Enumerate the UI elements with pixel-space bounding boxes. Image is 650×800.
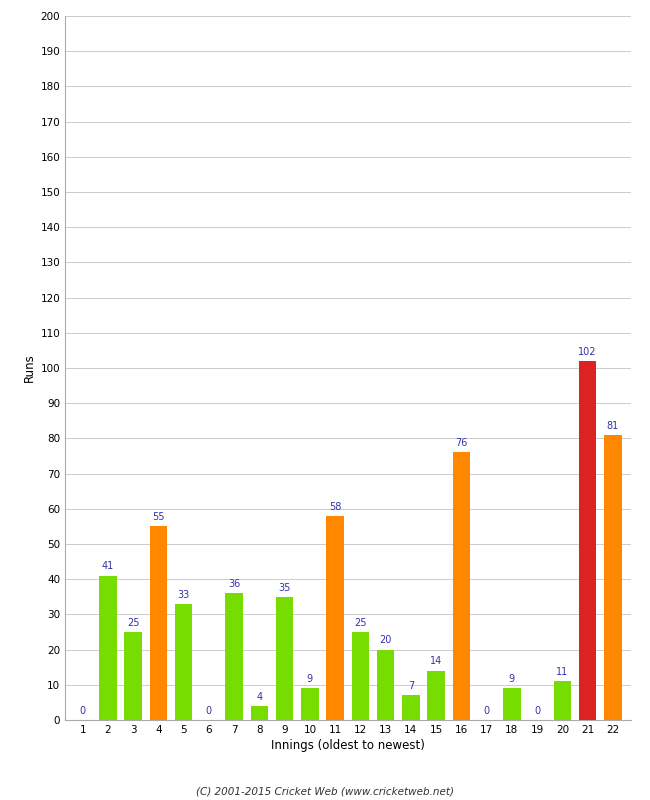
Text: 11: 11 bbox=[556, 667, 569, 677]
Bar bbox=[503, 688, 521, 720]
Text: 58: 58 bbox=[329, 502, 341, 512]
Bar bbox=[175, 604, 192, 720]
Bar bbox=[554, 682, 571, 720]
Text: 4: 4 bbox=[256, 692, 263, 702]
Text: (C) 2001-2015 Cricket Web (www.cricketweb.net): (C) 2001-2015 Cricket Web (www.cricketwe… bbox=[196, 786, 454, 796]
Text: 35: 35 bbox=[278, 582, 291, 593]
Bar bbox=[452, 453, 470, 720]
Text: 0: 0 bbox=[534, 706, 540, 717]
X-axis label: Innings (oldest to newest): Innings (oldest to newest) bbox=[271, 739, 424, 752]
Bar bbox=[124, 632, 142, 720]
Bar bbox=[604, 435, 621, 720]
Text: 25: 25 bbox=[354, 618, 367, 628]
Bar bbox=[150, 526, 167, 720]
Text: 55: 55 bbox=[152, 512, 164, 522]
Text: 14: 14 bbox=[430, 657, 442, 666]
Bar bbox=[99, 576, 117, 720]
Text: 36: 36 bbox=[228, 579, 240, 589]
Bar bbox=[326, 516, 344, 720]
Bar bbox=[402, 695, 420, 720]
Text: 102: 102 bbox=[578, 346, 597, 357]
Text: 0: 0 bbox=[206, 706, 212, 717]
Bar bbox=[276, 597, 293, 720]
Text: 0: 0 bbox=[79, 706, 86, 717]
Text: 0: 0 bbox=[484, 706, 489, 717]
Text: 81: 81 bbox=[606, 421, 619, 430]
Text: 76: 76 bbox=[455, 438, 467, 448]
Bar bbox=[301, 688, 318, 720]
Bar bbox=[250, 706, 268, 720]
Text: 7: 7 bbox=[408, 681, 414, 691]
Y-axis label: Runs: Runs bbox=[23, 354, 36, 382]
Text: 25: 25 bbox=[127, 618, 139, 628]
Bar bbox=[226, 594, 243, 720]
Bar bbox=[377, 650, 395, 720]
Text: 9: 9 bbox=[509, 674, 515, 684]
Bar bbox=[352, 632, 369, 720]
Text: 9: 9 bbox=[307, 674, 313, 684]
Text: 41: 41 bbox=[102, 562, 114, 571]
Bar bbox=[427, 670, 445, 720]
Text: 20: 20 bbox=[380, 635, 392, 646]
Text: 33: 33 bbox=[177, 590, 190, 600]
Bar bbox=[578, 361, 597, 720]
